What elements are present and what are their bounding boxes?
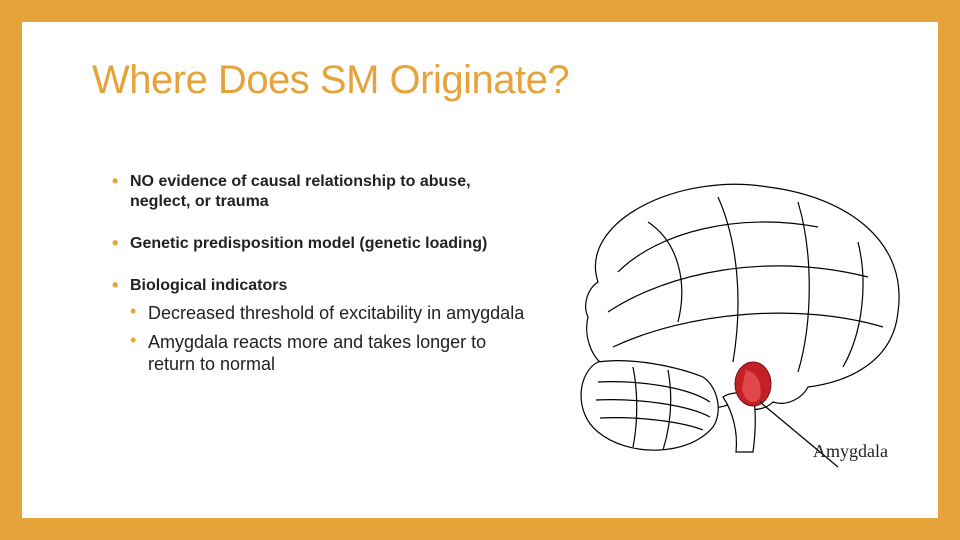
bullet-text: Genetic predisposition model (genetic lo… bbox=[130, 235, 487, 252]
slide-content: NO evidence of causal relationship to ab… bbox=[112, 172, 532, 398]
bullet-list: NO evidence of causal relationship to ab… bbox=[112, 172, 532, 376]
slide-title: Where Does SM Originate? bbox=[92, 58, 569, 103]
amygdala-label: Amygdala bbox=[813, 441, 888, 462]
bullet-item: Genetic predisposition model (genetic lo… bbox=[112, 234, 532, 254]
sub-bullet-text: Amygdala reacts more and takes longer to… bbox=[148, 332, 486, 375]
sub-bullet-list: Decreased threshold of excitability in a… bbox=[130, 302, 532, 376]
bullet-text: NO evidence of causal relationship to ab… bbox=[130, 173, 471, 210]
sub-bullet-item: Decreased threshold of excitability in a… bbox=[130, 302, 532, 325]
bullet-item: Biological indicators Decreased threshol… bbox=[112, 276, 532, 376]
brain-icon bbox=[538, 162, 918, 482]
slide-frame: Where Does SM Originate? NO evidence of … bbox=[0, 0, 960, 540]
bullet-text: Biological indicators bbox=[130, 277, 287, 294]
bullet-item: NO evidence of causal relationship to ab… bbox=[112, 172, 532, 212]
brain-diagram: Amygdala bbox=[538, 162, 918, 482]
sub-bullet-item: Amygdala reacts more and takes longer to… bbox=[130, 331, 532, 376]
sub-bullet-text: Decreased threshold of excitability in a… bbox=[148, 303, 524, 323]
